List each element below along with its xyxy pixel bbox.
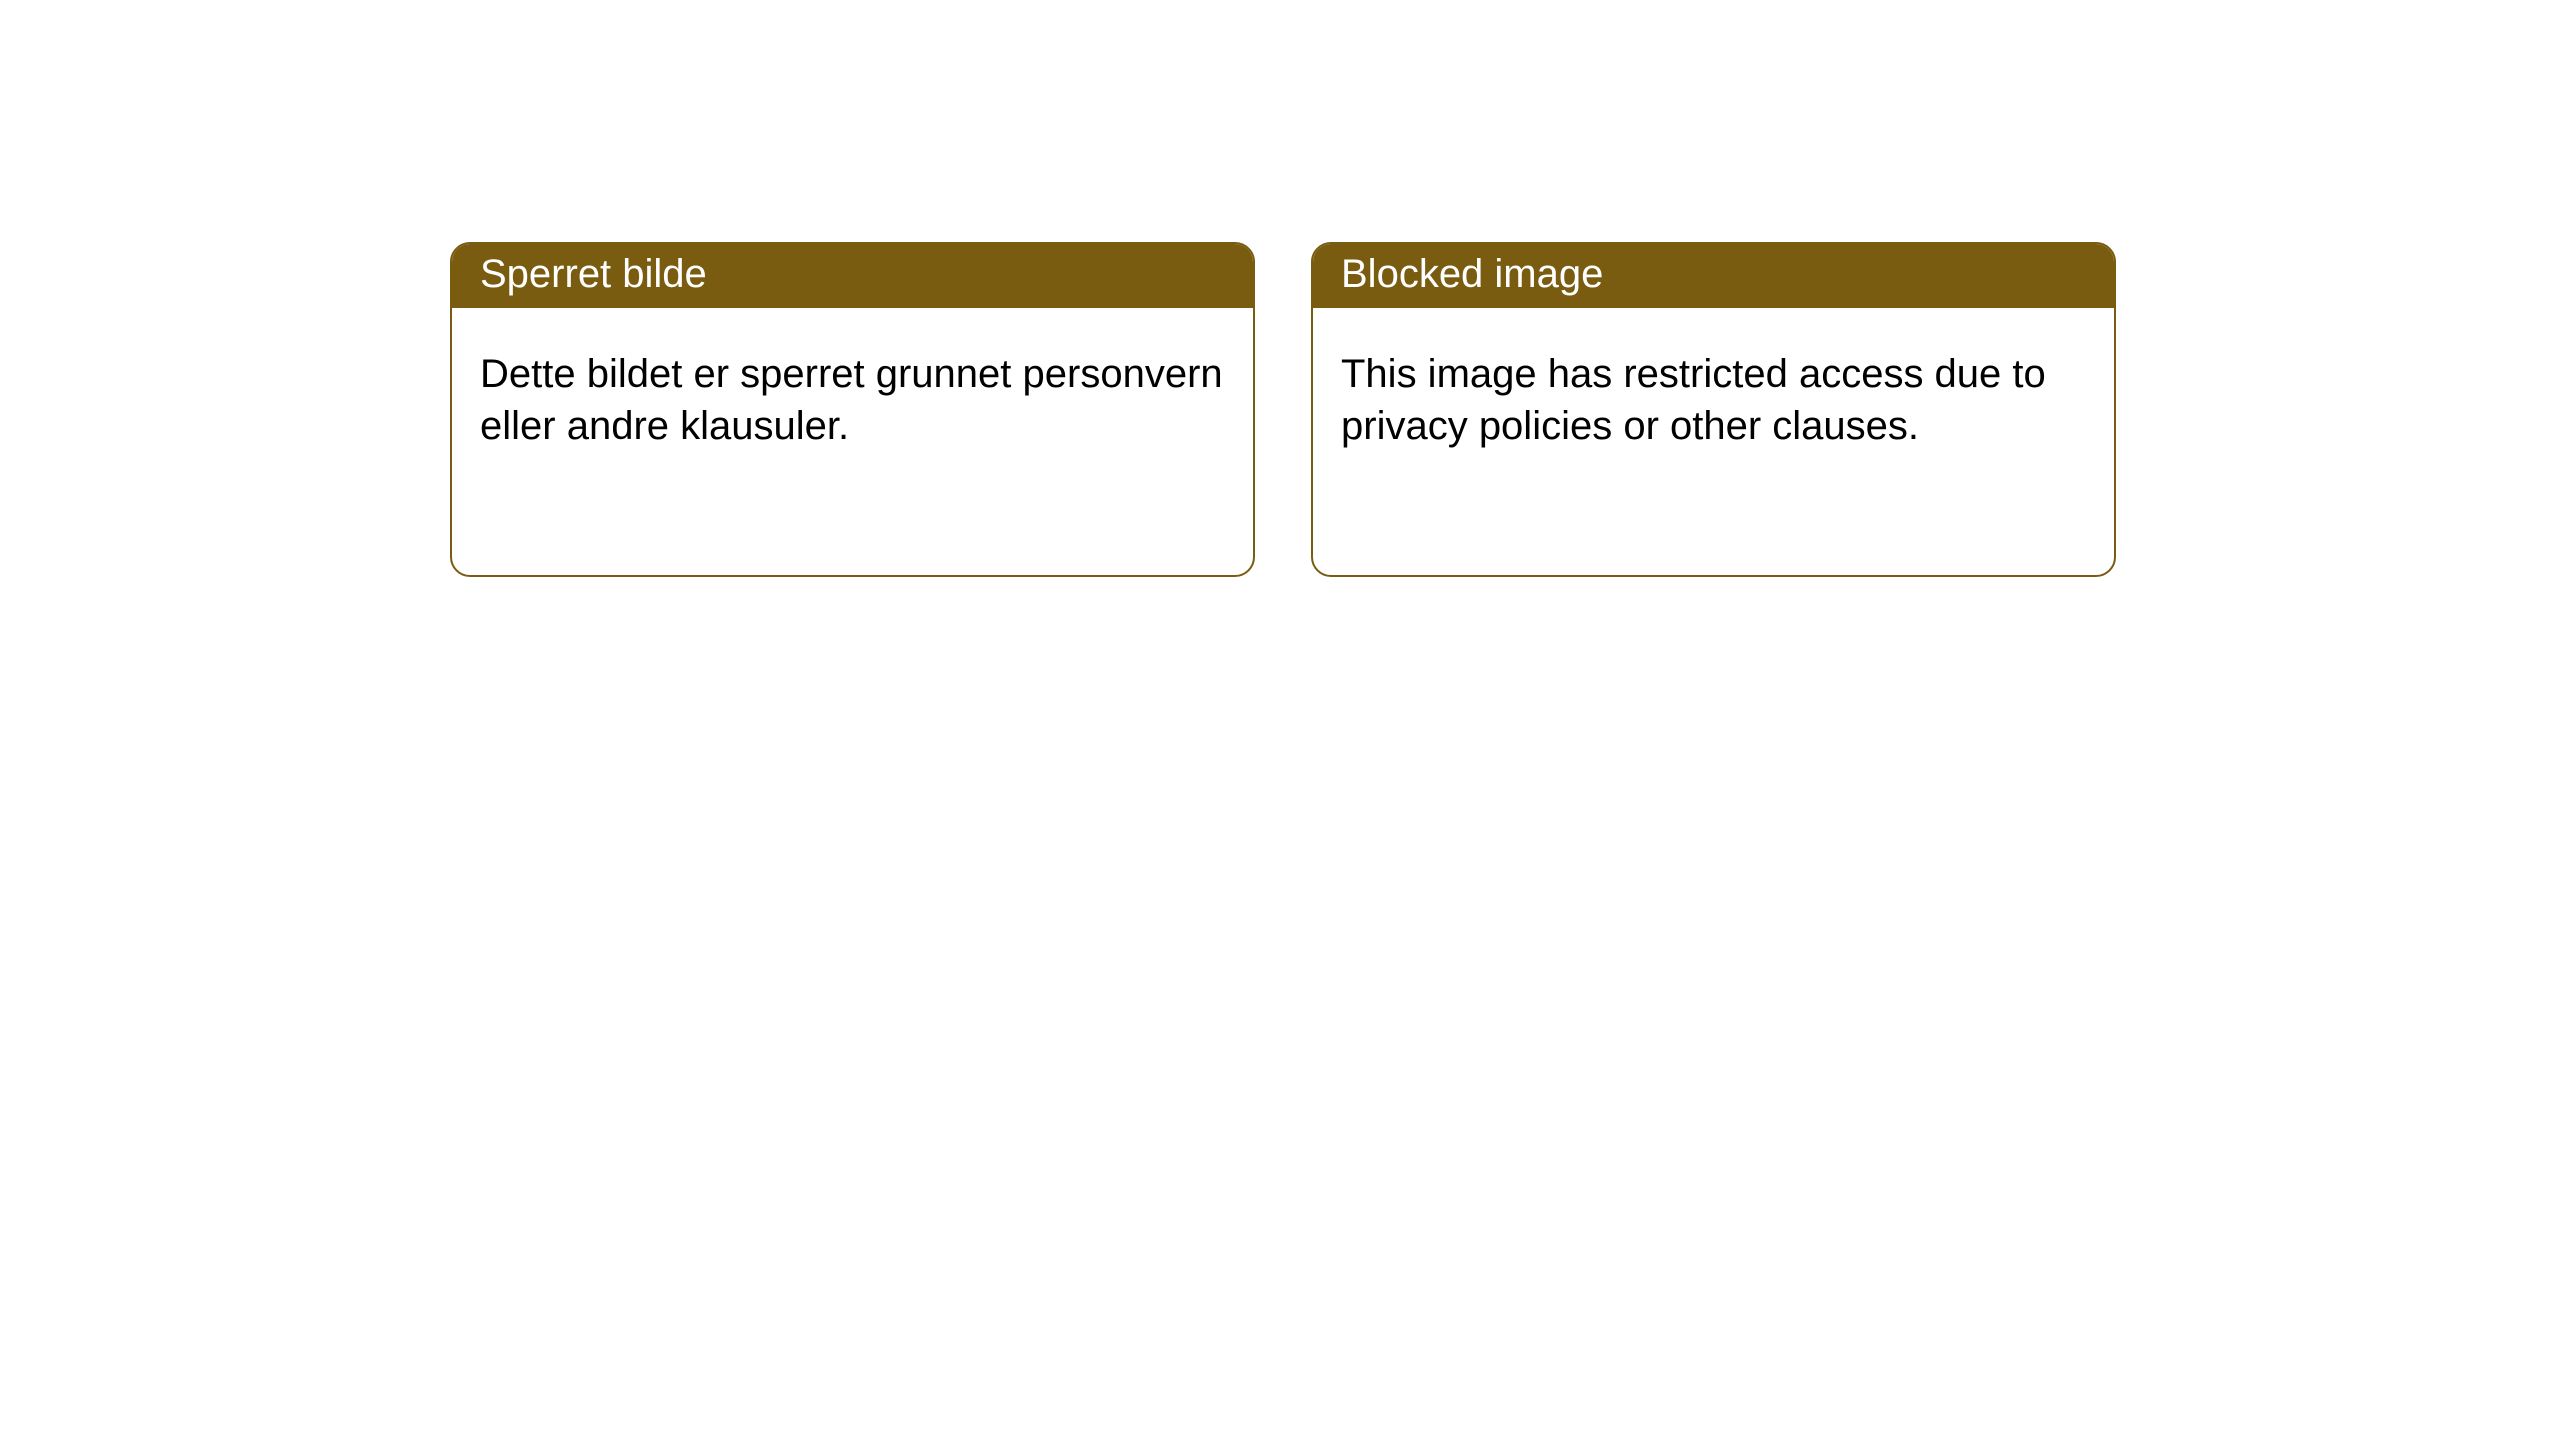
notice-card-norwegian: Sperret bilde Dette bildet er sperret gr… (450, 242, 1255, 577)
notice-body: This image has restricted access due to … (1313, 308, 2114, 472)
notice-card-english: Blocked image This image has restricted … (1311, 242, 2116, 577)
notice-title: Blocked image (1313, 244, 2114, 308)
notice-body: Dette bildet er sperret grunnet personve… (452, 308, 1253, 472)
notice-container: Sperret bilde Dette bildet er sperret gr… (0, 0, 2560, 577)
notice-title: Sperret bilde (452, 244, 1253, 308)
